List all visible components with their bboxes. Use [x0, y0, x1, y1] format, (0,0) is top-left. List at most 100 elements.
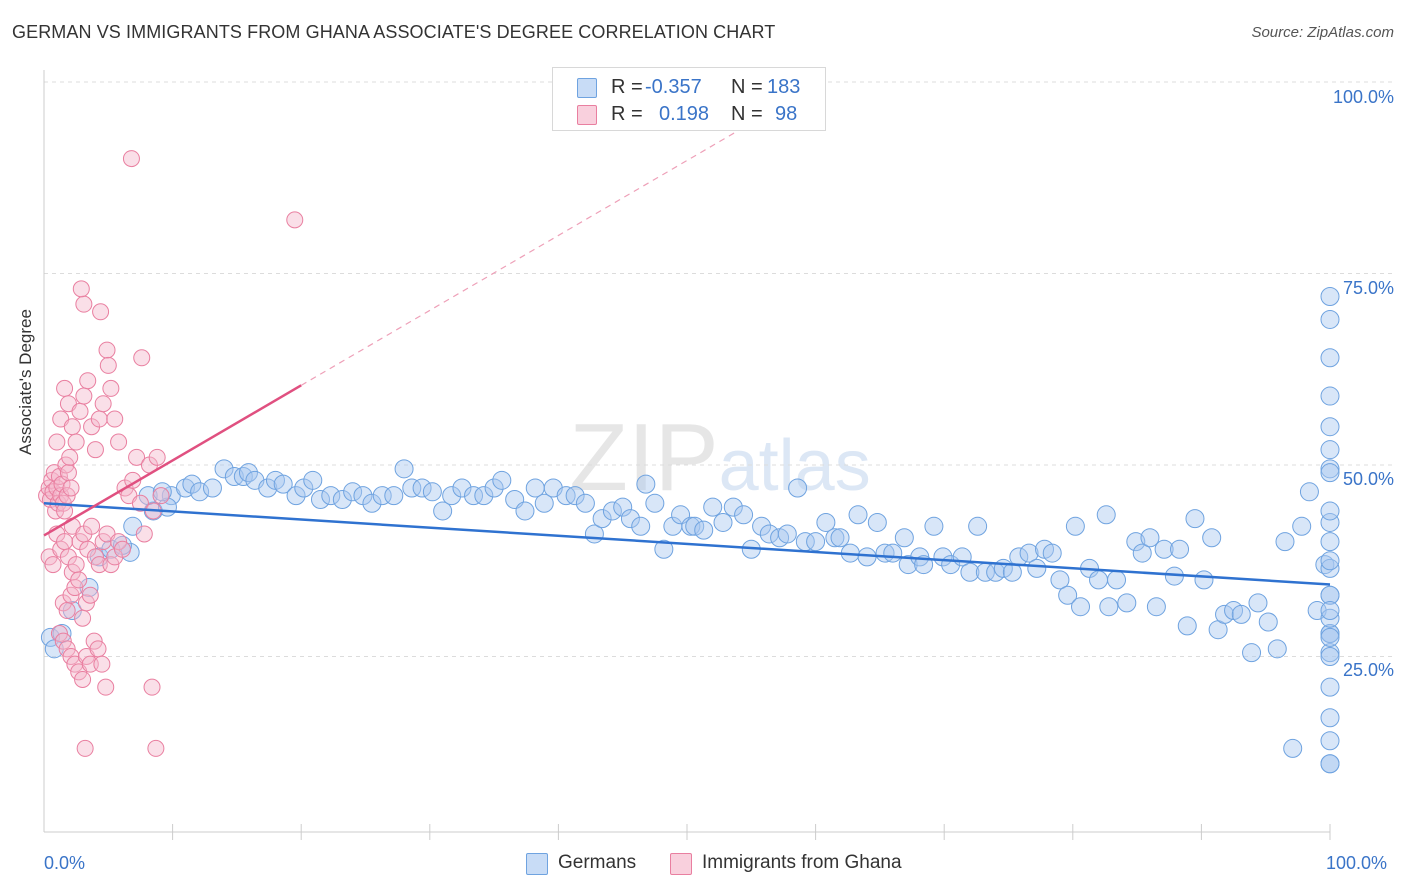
legend-n-value: 183	[767, 76, 801, 98]
germans-point	[442, 486, 462, 506]
germans-point	[384, 486, 404, 506]
germans-point	[694, 520, 714, 540]
germans-point	[575, 493, 595, 513]
germans-point	[321, 486, 341, 506]
ghana-point	[94, 533, 112, 551]
ghana-point	[74, 609, 92, 627]
ghana-point	[94, 395, 112, 413]
ghana-point	[66, 579, 84, 597]
source-label: Source: ZipAtlas.com	[1251, 24, 1394, 41]
germans-point	[703, 497, 723, 517]
germans-point	[825, 528, 845, 548]
germans-point	[752, 516, 772, 536]
germans-point	[1231, 604, 1251, 624]
germans-point	[1170, 539, 1190, 559]
germans-point	[816, 512, 836, 532]
germans-point	[273, 474, 293, 494]
ghana-point	[90, 556, 108, 574]
germans-point	[1320, 677, 1340, 697]
germans-point	[515, 501, 535, 521]
germans-legend-label: Germans	[558, 852, 637, 873]
germans-point	[1299, 482, 1319, 502]
germans-point	[1126, 532, 1146, 552]
germans-point	[1320, 601, 1340, 621]
germans-point	[190, 482, 210, 502]
legend-r-value: 0.198	[659, 103, 710, 125]
ghana-point	[48, 433, 66, 451]
germans-point	[372, 486, 392, 506]
ghana-point	[92, 303, 110, 321]
germans-point	[1320, 463, 1340, 483]
germans-point	[1058, 585, 1078, 605]
ghana-trend-line	[43, 384, 302, 537]
ghana-point	[67, 556, 85, 574]
germans-point	[1283, 738, 1303, 758]
ghana-point	[89, 640, 107, 658]
germans-point	[898, 555, 918, 575]
ghana-point	[62, 648, 80, 665]
y-tick-50: 50.0%	[1342, 469, 1394, 489]
germans-point	[1042, 543, 1062, 563]
ghana-point	[75, 295, 93, 313]
germans-point	[1320, 708, 1340, 728]
germans-point	[1050, 570, 1070, 590]
germans-point	[777, 524, 797, 544]
germans-point	[654, 539, 674, 559]
series-germans	[40, 286, 1340, 774]
ghana-point	[110, 433, 128, 451]
germans-point	[1292, 516, 1312, 536]
ghana-legend-swatch	[670, 853, 692, 875]
ghana-point	[152, 487, 170, 505]
ghana-legend-label: Immigrants from Ghana	[702, 852, 902, 873]
germans-point	[613, 497, 633, 517]
germans-point	[1320, 558, 1340, 578]
germans-point	[602, 501, 622, 521]
legend-r-value: -0.357	[645, 76, 702, 98]
ghana-point	[81, 655, 99, 673]
ghana-point	[110, 533, 128, 551]
germans-point	[806, 532, 826, 552]
germans-point	[484, 478, 504, 498]
ghana-point	[131, 494, 149, 512]
germans-point	[202, 478, 222, 498]
germans-point	[883, 543, 903, 563]
germans-point	[1089, 570, 1109, 590]
ghana-point	[79, 372, 97, 390]
trend-lines	[43, 107, 1331, 586]
germans-point	[830, 528, 850, 548]
ghana-point	[58, 602, 76, 620]
germans-point	[1248, 593, 1268, 613]
germans-point	[1320, 348, 1340, 368]
germans-point	[620, 509, 640, 529]
germans-point	[1242, 643, 1262, 663]
germans-point	[1117, 593, 1137, 613]
germans-point	[565, 486, 585, 506]
germans-point	[492, 470, 512, 490]
germans-point	[867, 512, 887, 532]
ghana-point	[75, 387, 93, 405]
germans-point	[1320, 532, 1340, 552]
ghana-point	[63, 418, 81, 436]
ghana-point	[143, 678, 161, 696]
germans-point	[422, 482, 442, 502]
ghana-point	[133, 349, 151, 367]
ghana-point	[67, 433, 85, 451]
ghana-point	[61, 448, 79, 466]
chart-title: GERMAN VS IMMIGRANTS FROM GHANA ASSOCIAT…	[12, 22, 776, 42]
germans-point	[452, 478, 472, 498]
germans-point	[303, 470, 323, 490]
germans-point	[343, 482, 363, 502]
germans-point	[631, 516, 651, 536]
germans-point	[1320, 417, 1340, 437]
ghana-point	[56, 533, 74, 551]
legend-n-value: 98	[775, 103, 798, 125]
gridlines	[44, 81, 1394, 657]
ghana-point	[148, 448, 166, 466]
germans-point	[1140, 528, 1160, 548]
germans-point	[1027, 558, 1047, 578]
ghana-point	[59, 464, 77, 482]
germans-point	[1177, 616, 1197, 636]
germans-point	[894, 528, 914, 548]
germans-point	[152, 482, 172, 502]
